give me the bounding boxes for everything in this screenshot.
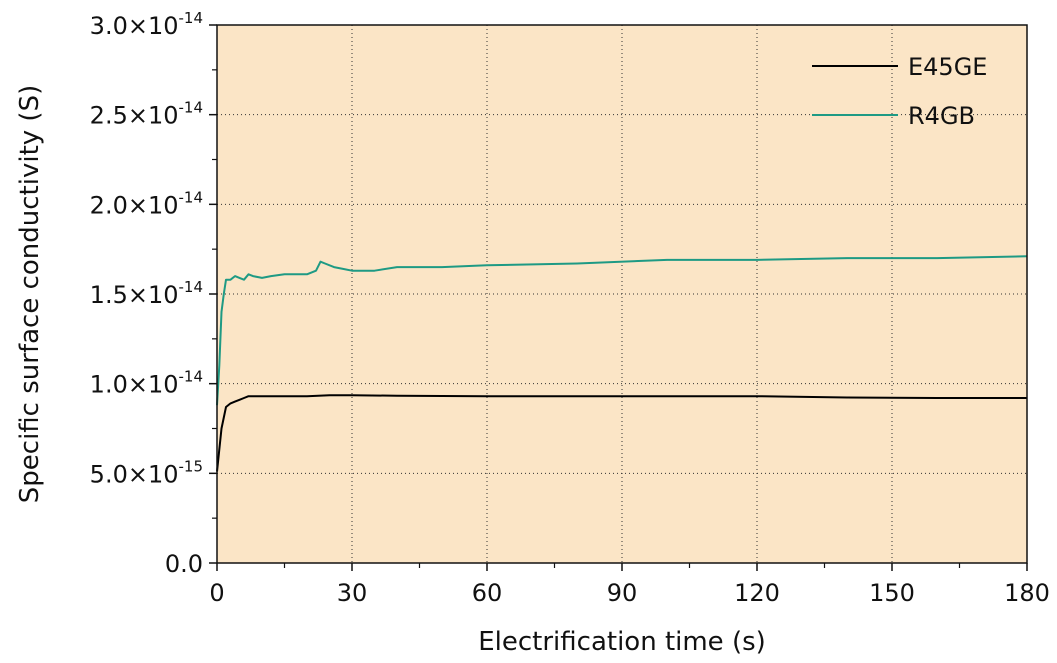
x-tick-label: 0	[209, 579, 224, 607]
y-tick-mantissa: 5.0×10	[90, 460, 179, 488]
y-tick-label: 3.0×10-14	[90, 9, 203, 40]
y-tick-exponent: -14	[179, 188, 204, 206]
y-tick-label: 2.0×10-14	[90, 188, 203, 219]
y-tick-label: 0.0	[165, 550, 203, 578]
y-tick-mantissa: 2.5×10	[90, 102, 179, 130]
series-line-r4gb	[216, 255, 1028, 406]
grid-layer	[217, 25, 1027, 563]
y-tick-mantissa: 3.0×10	[90, 12, 179, 40]
y-axis-title: Specific surface conductivity (S)	[15, 85, 45, 503]
series-line-e45ge	[216, 394, 1027, 472]
x-tick-label: 30	[337, 579, 368, 607]
y-tick-label: 1.0×10-14	[90, 368, 203, 399]
y-tick-label: 1.5×10-14	[90, 278, 203, 309]
x-tick-label: 90	[607, 579, 638, 607]
y-tick-exponent: -14	[179, 9, 204, 27]
y-tick-label: 5.0×10-15	[90, 457, 203, 488]
x-tick-label: 150	[869, 579, 915, 607]
x-axis-title: Electrification time (s)	[478, 627, 766, 657]
y-tick-label: 2.5×10-14	[90, 99, 203, 130]
legend-label: E45GE	[908, 53, 987, 81]
y-tick-exponent: -14	[179, 278, 204, 296]
y-tick-mantissa: 2.0×10	[90, 191, 179, 219]
x-tick-label: 120	[734, 579, 780, 607]
y-tick-exponent: -14	[179, 368, 204, 386]
x-tick-label: 180	[1004, 579, 1050, 607]
tick-layer	[209, 24, 1028, 571]
x-tick-labels: 0 30 60 90 120 150 180	[209, 579, 1050, 607]
x-tick-label: 60	[472, 579, 503, 607]
y-tick-exponent: -15	[179, 457, 204, 475]
y-tick-exponent: -14	[179, 99, 204, 117]
legend: E45GE R4GB	[812, 53, 987, 130]
legend-label: R4GB	[908, 102, 975, 130]
y-tick-mantissa: 1.5×10	[90, 281, 179, 309]
y-tick-labels: 0.05.0×10-151.0×10-141.5×10-142.0×10-142…	[90, 9, 203, 578]
y-tick-mantissa: 1.0×10	[90, 371, 179, 399]
series-layer	[216, 255, 1028, 472]
